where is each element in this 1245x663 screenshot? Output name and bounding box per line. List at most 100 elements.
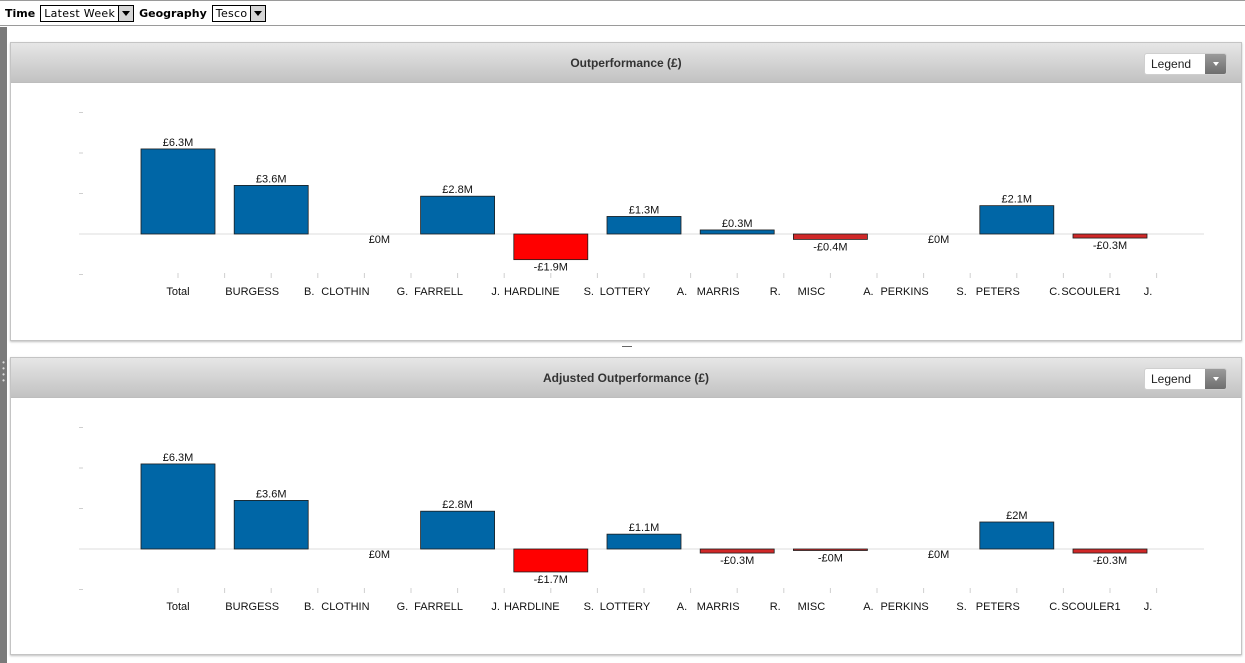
x-tick-label: MARRIS (697, 286, 740, 298)
x-tick-label: LOTTERY (600, 601, 651, 613)
adjusted-outperformance-chart: £6.3M Total £3.6M BURGESS B. £0M CLOTHIN G. £2.8… (79, 427, 1204, 613)
geography-select[interactable]: Tesco (211, 4, 267, 22)
x-tick-label: Total (166, 286, 189, 298)
time-select-value: Latest Week (44, 6, 116, 20)
x-tick-label: S. (584, 601, 594, 613)
x-tick-label: R. (770, 601, 781, 613)
x-tick-label: R. (770, 286, 781, 298)
data-label: £2.8M (442, 499, 473, 511)
time-select[interactable]: Latest Week (40, 4, 135, 22)
x-tick-label: PERKINS (880, 601, 928, 613)
data-label: £3.6M (256, 488, 287, 500)
data-label: £6.3M (163, 452, 194, 464)
data-label: -£0.3M (1093, 555, 1127, 567)
x-tick-label: S. (584, 286, 594, 298)
bar[interactable] (606, 533, 682, 550)
x-tick-label: BURGESS (225, 286, 279, 298)
x-tick-label: J. (491, 286, 500, 298)
data-label: -£0.4M (813, 241, 847, 253)
panel-title: Adjusted Outperformance (£) (542, 371, 710, 385)
x-tick-label: B. (304, 601, 314, 613)
bar[interactable] (793, 233, 868, 240)
x-tick-label: A. (863, 286, 873, 298)
data-label: -£1.9M (534, 262, 568, 274)
chevron-down-icon[interactable] (118, 5, 134, 21)
bar[interactable] (420, 195, 496, 235)
x-tick-label: PETERS (976, 286, 1020, 298)
x-tick-label: SCOULER1 (1061, 286, 1120, 298)
x-tick-label: PERKINS (880, 286, 928, 298)
data-label: £3.6M (256, 173, 287, 185)
adjusted-outperformance-panel: Adjusted Outperformance (£) Legend £6.3M… (10, 357, 1242, 655)
data-label: £2.1M (1002, 194, 1033, 206)
chevron-down-icon[interactable] (1205, 54, 1226, 74)
data-label: £1.1M (629, 522, 660, 534)
legend-dropdown-label: Legend (1151, 57, 1192, 71)
panel-header: Outperformance (£) Legend (11, 43, 1241, 83)
x-tick-label: MARRIS (697, 601, 740, 613)
data-label: £0M (928, 234, 949, 246)
bar[interactable] (233, 185, 309, 235)
bar[interactable] (699, 548, 775, 554)
data-label: £0M (369, 234, 390, 246)
x-tick-label: G. (397, 286, 409, 298)
chevron-down-icon[interactable] (1205, 369, 1226, 389)
data-label: £0.3M (722, 218, 753, 230)
bar[interactable] (233, 500, 309, 550)
x-tick-label: CLOTHIN (321, 286, 369, 298)
bar[interactable] (606, 216, 682, 235)
x-tick-label: C. (1049, 601, 1060, 613)
x-tick-label: J. (1144, 601, 1153, 613)
time-label: Time (5, 6, 36, 20)
x-tick-label: PETERS (976, 601, 1020, 613)
left-splitter[interactable]: • • • • (0, 27, 7, 663)
data-label: -£0.3M (720, 555, 754, 567)
filter-toolbar: Time Latest Week Geography Tesco (0, 0, 1245, 26)
data-label: £1.3M (629, 204, 660, 216)
bar[interactable] (513, 233, 589, 261)
x-tick-label: MISC (798, 286, 826, 298)
legend-dropdown[interactable]: Legend (1144, 368, 1227, 390)
chevron-down-icon[interactable] (250, 5, 266, 21)
bar[interactable] (140, 463, 216, 550)
panel-splitter-handle[interactable] (622, 346, 632, 347)
splitter-grip-icon[interactable]: • • • • (2, 358, 5, 385)
data-label: -£1.7M (534, 574, 568, 586)
panel-header: Adjusted Outperformance (£) Legend (11, 358, 1241, 398)
bar[interactable] (513, 548, 589, 573)
bar[interactable] (420, 510, 496, 550)
bar[interactable] (979, 521, 1055, 550)
bar[interactable] (1072, 548, 1148, 554)
x-tick-label: J. (491, 601, 500, 613)
data-label: £2.8M (442, 184, 473, 196)
data-label: £2M (1006, 510, 1027, 522)
x-tick-label: BURGESS (225, 601, 279, 613)
legend-dropdown[interactable]: Legend (1144, 53, 1227, 75)
x-tick-label: S. (956, 286, 966, 298)
x-tick-label: Total (166, 601, 189, 613)
bar[interactable] (1072, 233, 1148, 239)
outperformance-chart: £6.3M Total £3.6M BURGESS B. £0M CLOTHIN G. £2.8… (79, 112, 1204, 298)
geography-select-value: Tesco (215, 6, 248, 20)
x-tick-label: B. (304, 286, 314, 298)
x-tick-label: FARRELL (414, 601, 463, 613)
legend-dropdown-label: Legend (1151, 372, 1192, 386)
data-label: £0M (369, 549, 390, 561)
x-tick-label: FARRELL (414, 286, 463, 298)
bar[interactable] (793, 548, 868, 551)
x-tick-label: G. (397, 601, 409, 613)
x-tick-label: CLOTHIN (321, 601, 369, 613)
panel-title: Outperformance (£) (570, 56, 682, 70)
data-label: -£0.3M (1093, 240, 1127, 252)
x-tick-label: LOTTERY (600, 286, 651, 298)
data-label: £6.3M (163, 137, 194, 149)
x-tick-label: A. (677, 601, 687, 613)
bar[interactable] (140, 148, 216, 235)
bar[interactable] (699, 229, 775, 235)
x-tick-label: J. (1144, 286, 1153, 298)
geography-label: Geography (139, 6, 207, 20)
bar[interactable] (979, 205, 1055, 235)
outperformance-panel: Outperformance (£) Legend £6.3M Total £3.6… (10, 42, 1242, 341)
x-tick-label: S. (956, 601, 966, 613)
x-tick-label: A. (677, 286, 687, 298)
